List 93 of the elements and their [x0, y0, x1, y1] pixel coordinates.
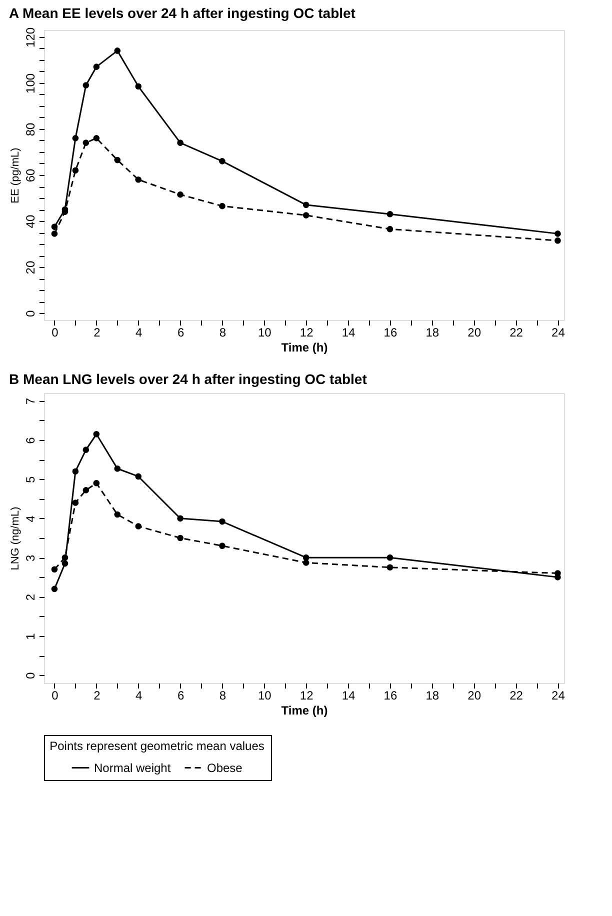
point — [82, 82, 90, 88]
x-tick-label: 22 — [510, 326, 524, 340]
point — [177, 191, 184, 198]
legend-title: Points represent geometric mean values — [50, 739, 264, 753]
y-tick-label: 0 — [24, 310, 38, 317]
x-tick-label: 12 — [300, 326, 314, 340]
x-tick-label: 22 — [510, 688, 524, 702]
x-tick-label: 18 — [426, 326, 440, 340]
point — [51, 230, 58, 237]
point — [135, 83, 142, 90]
y-tick-label: 100 — [24, 73, 38, 94]
point — [114, 465, 121, 472]
x-tick-label: 16 — [384, 688, 398, 702]
x-tick-label: 4 — [136, 326, 143, 340]
point — [135, 473, 142, 480]
point — [62, 554, 68, 561]
point — [51, 566, 58, 573]
point — [177, 534, 184, 542]
point — [82, 487, 90, 494]
point — [114, 511, 121, 518]
y-tick-label: 4 — [24, 515, 38, 522]
point — [302, 560, 310, 566]
point — [72, 500, 79, 506]
x-tick-label: 6 — [177, 688, 184, 702]
x-tick-label: 16 — [384, 326, 398, 340]
point — [386, 210, 394, 218]
x-axis-title: Time (h) — [281, 704, 328, 718]
point — [386, 226, 394, 232]
x-tick-label: 10 — [258, 326, 272, 340]
y-axis-title: EE (pg/mL) — [10, 148, 22, 204]
y-tick-label: 5 — [24, 476, 38, 484]
y-tick-label: 3 — [24, 554, 38, 562]
x-tick-label: 20 — [468, 688, 482, 702]
point — [386, 554, 394, 561]
point — [554, 237, 561, 244]
point — [554, 230, 561, 237]
point — [386, 564, 394, 571]
x-tick-label: 14 — [342, 326, 356, 340]
y-tick-label: 60 — [24, 168, 38, 182]
y-tick-label: 2 — [24, 594, 38, 601]
y-tick-label: 80 — [24, 122, 38, 136]
point — [72, 468, 79, 475]
y-tick-label: 120 — [24, 27, 38, 48]
x-tick-label: 2 — [94, 688, 101, 702]
x-tick-label: 2 — [94, 326, 101, 340]
x-tick-label: 24 — [552, 326, 566, 340]
point — [177, 515, 184, 522]
x-tick-label: 0 — [52, 326, 59, 340]
point — [114, 156, 121, 164]
y-tick-label: 1 — [24, 632, 38, 640]
point — [219, 542, 226, 549]
y-tick-label: 6 — [24, 436, 38, 444]
point — [302, 202, 310, 208]
x-tick-label: 14 — [342, 688, 356, 702]
point — [72, 135, 79, 142]
x-tick-label: 6 — [177, 326, 184, 340]
legend-label: Obese — [207, 760, 243, 775]
point — [219, 518, 226, 525]
point — [219, 158, 226, 164]
x-axis-title: Time (h) — [281, 340, 328, 354]
point — [51, 224, 58, 230]
x-tick-label: 24 — [552, 688, 566, 702]
x-tick-label: 10 — [258, 688, 272, 702]
point — [62, 560, 68, 567]
point — [219, 202, 226, 210]
point — [177, 140, 184, 146]
y-tick-label: 0 — [24, 672, 38, 680]
point — [93, 480, 100, 486]
chart-title: B Mean LNG levels over 24 h after ingesting OC tablet — [9, 371, 368, 387]
x-tick-label: 12 — [300, 688, 314, 702]
point — [135, 176, 142, 183]
point — [93, 135, 100, 142]
y-axis-title: LNG (ng/mL) — [10, 506, 22, 570]
point — [93, 64, 100, 70]
x-tick-label: 4 — [136, 688, 143, 702]
point — [93, 430, 100, 438]
point — [302, 212, 310, 218]
y-tick-label: 40 — [24, 214, 38, 228]
legend-label: Normal weight — [94, 760, 172, 775]
point — [82, 140, 90, 146]
x-tick-label: 8 — [219, 688, 226, 702]
x-tick-label: 20 — [468, 326, 482, 340]
x-tick-label: 18 — [426, 688, 440, 702]
x-tick-label: 8 — [219, 326, 226, 340]
point — [82, 446, 90, 453]
point — [72, 167, 79, 174]
point — [114, 48, 121, 54]
x-tick-label: 0 — [52, 688, 59, 702]
chart-title: A Mean EE levels over 24 h after ingesting OC tablet — [9, 4, 356, 21]
y-tick-label: 20 — [24, 260, 38, 274]
point — [135, 523, 142, 530]
point — [51, 586, 58, 592]
y-tick-label: 7 — [24, 398, 38, 405]
